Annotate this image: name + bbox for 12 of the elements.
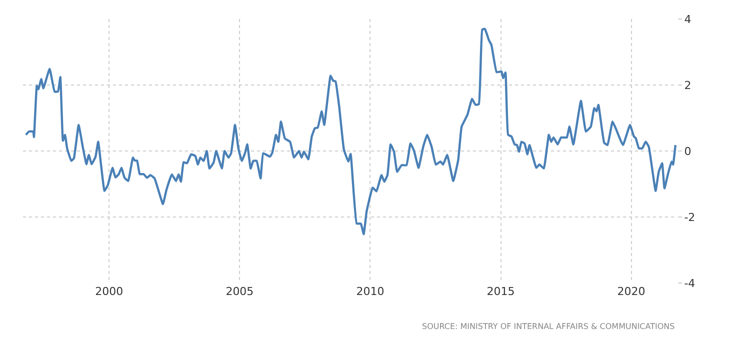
source-note: SOURCE: MINISTRY OF INTERNAL AFFAIRS & COMMUNICATIONS bbox=[422, 322, 675, 331]
y-tick-label: 2 bbox=[684, 78, 692, 92]
y-tick-label: -4 bbox=[684, 276, 696, 290]
x-tick-label: 2015 bbox=[486, 285, 515, 298]
y-tick-label: -2 bbox=[684, 210, 696, 224]
x-tick-label: 2005 bbox=[226, 285, 254, 298]
y-tick-label: 4 bbox=[684, 12, 692, 26]
y-tick-label: 0 bbox=[684, 144, 692, 158]
x-tick-label: 2000 bbox=[95, 285, 124, 298]
x-tick-label: 2020 bbox=[617, 285, 646, 298]
line-series bbox=[24, 28, 677, 236]
x-tick-label: 2010 bbox=[356, 285, 384, 298]
